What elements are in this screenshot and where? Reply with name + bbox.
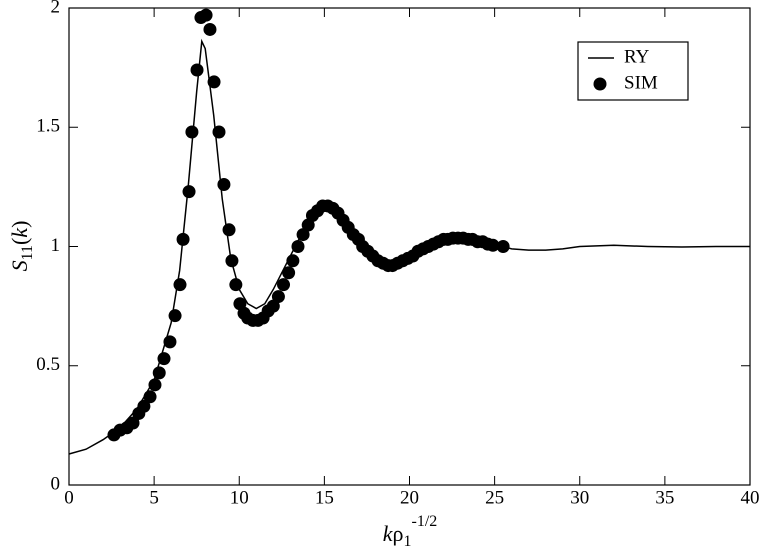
- legend-label: SIM: [624, 72, 658, 93]
- y-tick-label: 0: [51, 473, 61, 494]
- sim-point: [199, 8, 213, 22]
- sim-point: [496, 240, 510, 253]
- legend-box: [577, 41, 689, 101]
- sim-point: [182, 185, 196, 199]
- sim-point: [222, 223, 236, 237]
- x-axis-label-part: 1: [403, 533, 411, 550]
- sim-point: [126, 416, 140, 430]
- sim-point: [271, 290, 285, 304]
- sim-point: [296, 228, 310, 242]
- sim-point: [286, 254, 300, 268]
- sim-point: [157, 352, 171, 366]
- x-tick-label: 30: [570, 487, 589, 508]
- sim-point: [163, 335, 177, 349]
- sim-point: [291, 240, 305, 253]
- x-axis-label-part: ρ: [393, 521, 404, 546]
- sim-point: [168, 309, 182, 323]
- y-axis-label-part: 11: [19, 245, 36, 260]
- y-axis-label: S11(k): [7, 221, 36, 272]
- y-tick-label: 1: [51, 235, 61, 256]
- sim-point: [148, 378, 162, 392]
- legend-label: RY: [624, 46, 650, 67]
- sim-point: [277, 278, 291, 292]
- sim-point: [173, 278, 187, 292]
- sim-point: [266, 299, 280, 313]
- y-axis-label-part: ): [7, 221, 32, 228]
- y-axis-label-part: S: [7, 260, 32, 271]
- sim-point: [185, 125, 199, 139]
- sim-point: [207, 75, 221, 89]
- x-tick-label: 15: [315, 487, 334, 508]
- x-tick-label: 35: [655, 487, 674, 508]
- x-tick-label: 25: [485, 487, 504, 508]
- sim-point: [225, 254, 239, 268]
- y-tick-label: 1.5: [36, 116, 60, 137]
- x-axis-label-part: k: [383, 521, 394, 546]
- x-tick-label: 40: [741, 487, 760, 508]
- sim-point: [137, 399, 151, 413]
- y-tick-label: 0.5: [36, 354, 60, 375]
- sim-point: [190, 63, 204, 77]
- sim-point: [486, 238, 500, 252]
- y-axis-label-part: (: [7, 238, 32, 245]
- sim-point: [282, 266, 296, 280]
- x-axis-label: kρ1-1/2: [383, 513, 438, 550]
- ry-line: [68, 38, 750, 455]
- sim-point: [203, 22, 217, 36]
- x-tick-label: 10: [230, 487, 249, 508]
- sim-point: [152, 366, 166, 380]
- sim-point: [176, 232, 190, 246]
- legend-marker: [593, 77, 607, 91]
- sim-point: [143, 390, 157, 404]
- x-tick-label: 20: [400, 487, 419, 508]
- x-axis-label-part: -1/2: [411, 513, 437, 530]
- x-tick-label: 5: [149, 487, 159, 508]
- x-tick-label: 0: [64, 487, 74, 508]
- sim-point: [217, 177, 231, 191]
- sim-point: [229, 278, 243, 292]
- sim-point: [212, 125, 226, 139]
- y-axis-label-part: k: [7, 227, 32, 238]
- y-tick-label: 2: [51, 0, 61, 17]
